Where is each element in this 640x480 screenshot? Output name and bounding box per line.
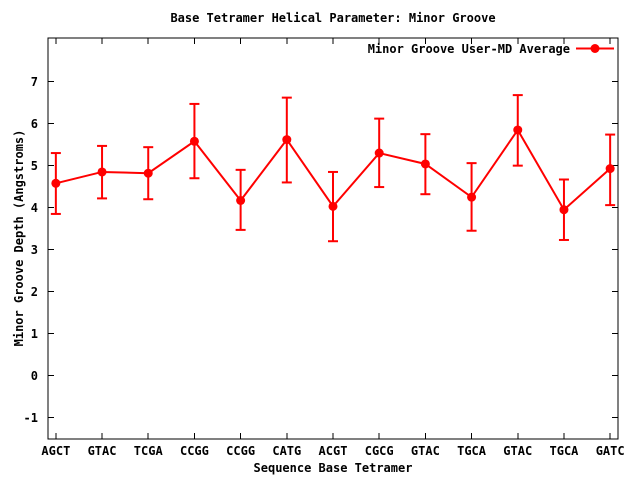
legend: Minor Groove User-MD Average [368, 41, 614, 56]
data-point [143, 168, 153, 178]
data-point [51, 178, 61, 188]
y-tick-label: 2 [31, 285, 38, 299]
x-axis-label: Sequence Base Tetramer [253, 461, 413, 475]
y-tick-label: 3 [31, 243, 38, 257]
data-point [559, 205, 569, 215]
data-point [328, 201, 338, 211]
data-point [282, 135, 292, 145]
x-tick-label: CCGG [226, 444, 255, 458]
y-tick-label: -1 [24, 411, 38, 425]
x-tick-label: TGCA [550, 444, 580, 458]
data-point [420, 159, 430, 169]
x-tick-label: CCGG [180, 444, 209, 458]
data-point [97, 167, 107, 177]
x-tick-label: GTAC [503, 444, 532, 458]
data-point [605, 164, 615, 174]
data-point [513, 125, 523, 135]
y-tick-label: 1 [31, 327, 38, 341]
x-tick-label: ACGT [319, 444, 348, 458]
data-point [374, 148, 384, 158]
x-tick-label: GTAC [411, 444, 440, 458]
x-tick-label: AGCT [41, 444, 70, 458]
data-point [467, 192, 477, 202]
chart-title: Base Tetramer Helical Parameter: Minor G… [170, 11, 496, 25]
legend-line-marker-icon [576, 44, 614, 53]
y-tick-label: 0 [31, 369, 38, 383]
x-tick-label: CGCG [365, 444, 394, 458]
x-tick-label: TGCA [457, 444, 487, 458]
y-tick-label: 7 [31, 75, 38, 89]
y-axis-label: Minor Groove Depth (Angstroms) [12, 129, 26, 347]
x-tick-label: GATC [596, 444, 625, 458]
y-tick-label: 6 [31, 117, 38, 131]
x-tick-label: CATG [272, 444, 301, 458]
x-tick-label: TCGA [134, 444, 164, 458]
x-tick-label: GTAC [88, 444, 117, 458]
y-tick-label: 4 [31, 201, 38, 215]
y-tick-label: 5 [31, 159, 38, 173]
data-point [236, 195, 246, 205]
data-point [189, 136, 199, 146]
legend-sample-dot [590, 44, 600, 53]
legend-label: Minor Groove User-MD Average [367, 41, 570, 56]
